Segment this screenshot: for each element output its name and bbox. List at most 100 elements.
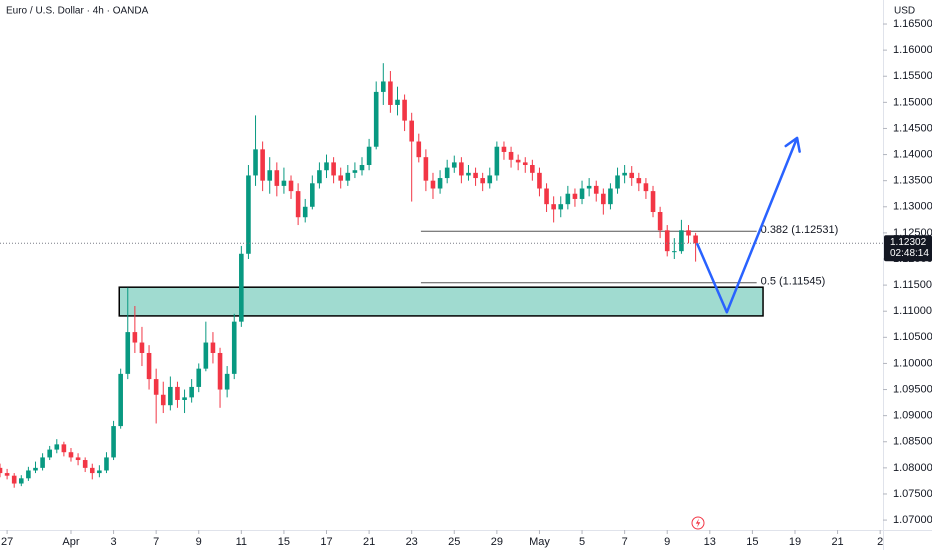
candle-body <box>189 386 194 398</box>
candle-body <box>657 212 663 231</box>
candle-body <box>551 204 556 210</box>
candle-body <box>239 253 244 322</box>
x-tick-label: Apr <box>62 536 79 548</box>
candle-body <box>466 172 471 176</box>
x-tick-label: 17 <box>320 536 332 548</box>
candle-body <box>395 99 400 105</box>
candle-body <box>459 162 464 176</box>
x-tick-label: 9 <box>196 536 202 548</box>
candle-body <box>97 470 102 474</box>
x-tick-label: 5 <box>579 536 585 548</box>
candle-body <box>125 332 131 374</box>
candle-body <box>558 204 564 210</box>
candle-body <box>686 230 691 236</box>
candle-body <box>345 172 351 181</box>
candle-body <box>515 159 521 163</box>
candle-body <box>68 452 74 458</box>
candle-body <box>260 149 265 181</box>
x-tick-label: 2 <box>877 536 883 548</box>
candle-body <box>111 426 116 458</box>
candle-body <box>522 162 528 166</box>
y-tick-label: 1.11000 <box>893 305 932 317</box>
candle-body <box>331 162 336 176</box>
fib-level-label: 0.5 (1.11545) <box>761 276 826 288</box>
candle-body <box>153 379 159 395</box>
candle-body <box>636 178 642 184</box>
candle-body <box>295 191 301 218</box>
candle-body <box>537 172 542 189</box>
fib-level-label: 0.382 (1.12531) <box>761 224 839 236</box>
candle-body <box>444 167 450 179</box>
candle-body <box>33 467 38 471</box>
x-tick-label: 13 <box>704 536 716 548</box>
candle-body <box>61 444 67 453</box>
chart-title: Euro / U.S. Dollar · 4h · OANDA <box>6 6 149 17</box>
y-tick-label: 1.08000 <box>893 462 932 474</box>
candle-body <box>54 444 60 450</box>
candle-body <box>11 475 17 484</box>
candle-body <box>82 460 88 468</box>
y-tick-label: 1.15500 <box>893 70 932 82</box>
y-tick-label: 1.15000 <box>893 96 932 108</box>
candle-body <box>267 170 273 181</box>
candle-body <box>586 185 592 189</box>
candle-body <box>281 180 287 186</box>
candle-body <box>288 180 294 192</box>
y-tick-label: 1.07500 <box>893 488 932 500</box>
candle-body <box>26 470 31 479</box>
y-tick-label: 1.16000 <box>893 44 932 56</box>
candle-body <box>388 81 393 105</box>
y-tick-label: 1.14000 <box>893 148 932 160</box>
projection-arrowhead <box>784 136 801 153</box>
candle-body <box>693 235 698 244</box>
currency-label: USD <box>894 6 915 17</box>
candle-body <box>310 183 315 207</box>
candle-body <box>664 230 670 252</box>
candle-body <box>246 175 251 254</box>
candle-body <box>253 149 258 176</box>
candle-body <box>373 91 379 147</box>
candle-body <box>47 449 52 458</box>
candle-body <box>302 206 308 218</box>
demand-zone <box>118 286 764 317</box>
candle-body <box>579 188 585 199</box>
x-tick-label: 9 <box>664 536 670 548</box>
last-price-label: 1.12302 <box>890 237 927 248</box>
candle-body <box>40 457 45 468</box>
candle-body <box>0 467 3 474</box>
candle-body <box>544 188 549 205</box>
candle-body <box>338 175 344 181</box>
candle-body <box>622 172 627 176</box>
plot-area: 0.382 (1.12531) 0.5 (1.11545) <box>0 63 883 488</box>
candle-body <box>615 175 620 189</box>
candle-body <box>231 321 237 374</box>
candle-body <box>89 467 95 474</box>
y-tick-label: 1.09000 <box>893 410 932 422</box>
x-tick-label: 15 <box>278 536 290 548</box>
candle-body <box>196 368 202 387</box>
x-tick-label: 27 <box>1 536 13 548</box>
projection-path <box>695 137 799 314</box>
candle-body <box>650 191 656 212</box>
candle-body <box>629 172 635 179</box>
candle-body <box>317 170 322 184</box>
candle-body <box>593 185 599 194</box>
event-icon <box>691 516 705 530</box>
candle-body <box>672 251 677 253</box>
y-tick-label: 1.10000 <box>893 357 932 369</box>
y-tick-label: 1.10500 <box>893 331 932 343</box>
x-tick-label: 7 <box>622 536 628 548</box>
candle-body <box>430 180 436 189</box>
x-tick-label: 7 <box>153 536 159 548</box>
candle-body <box>118 373 123 427</box>
candle-body <box>352 170 358 173</box>
candle-body <box>643 183 649 192</box>
countdown-label: 02:48:14 <box>890 248 929 259</box>
candle-body <box>4 473 10 476</box>
x-tick-label: 21 <box>831 536 843 548</box>
candle-body <box>160 394 166 406</box>
candle-body <box>679 230 684 252</box>
candle-body <box>168 386 173 406</box>
